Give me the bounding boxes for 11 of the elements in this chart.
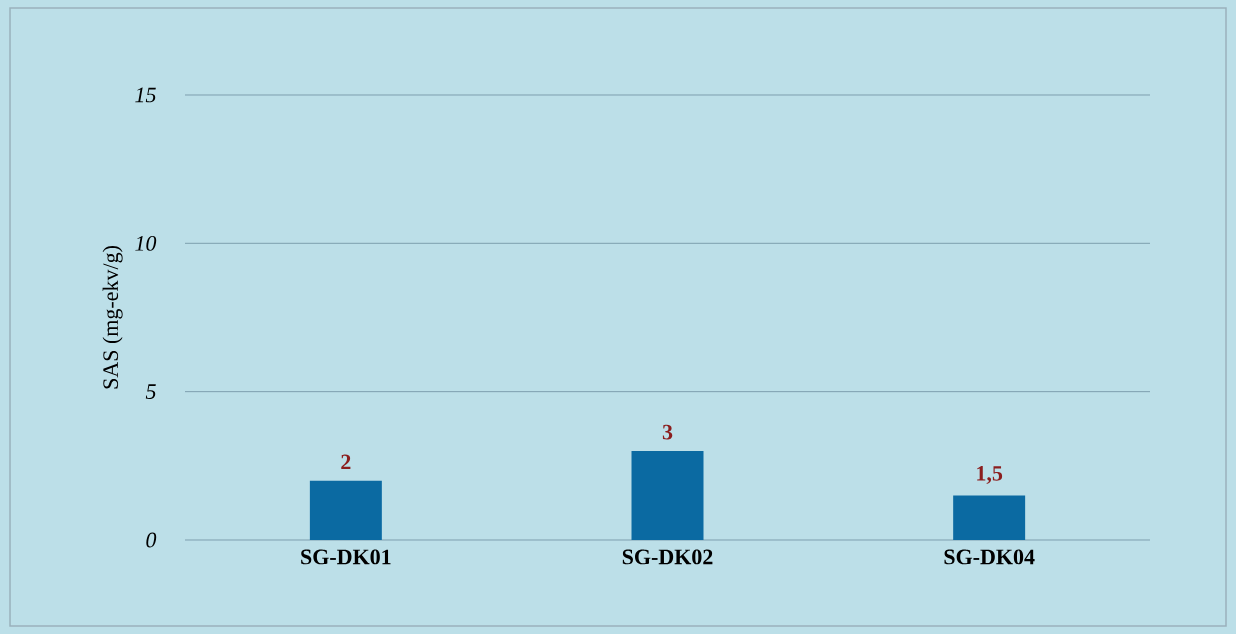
y-tick-label: 10 xyxy=(135,235,157,251)
y-tick-label: 5 xyxy=(145,384,156,399)
data-label: 1,5 xyxy=(977,466,1003,484)
x-tick-label: SG-DK01 xyxy=(301,549,391,565)
x-tick-label: SG-DK02 xyxy=(622,549,713,565)
y-axis-title: SAS (mg-ekv/g) xyxy=(102,246,123,389)
y-tick-label: 0 xyxy=(146,532,157,548)
y-tick-label: 15 xyxy=(135,87,156,103)
x-tick-label: SG-DK04 xyxy=(944,549,1035,565)
data-label: 2 xyxy=(341,454,351,470)
data-label: 3 xyxy=(662,424,673,440)
